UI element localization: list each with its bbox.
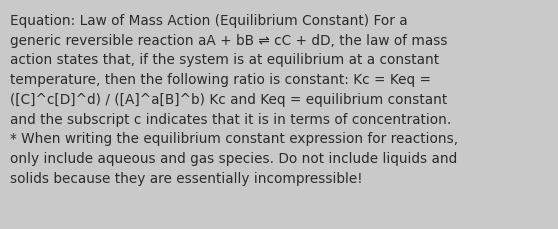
Text: Equation: Law of Mass Action (Equilibrium Constant) For a
generic reversible rea: Equation: Law of Mass Action (Equilibriu… — [10, 14, 458, 185]
